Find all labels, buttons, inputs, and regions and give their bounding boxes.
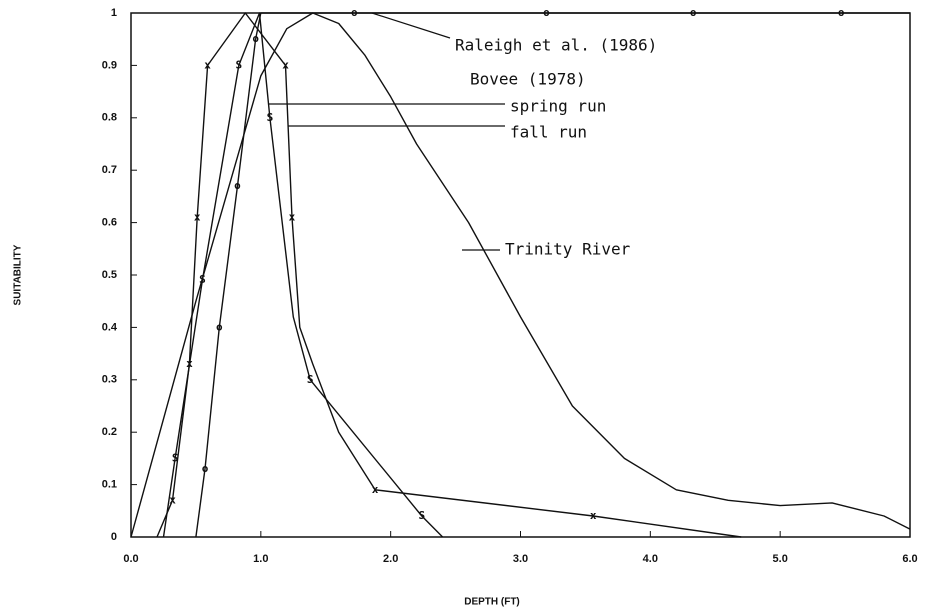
series-line: [156, 12, 742, 538]
point-marker: x: [169, 493, 176, 506]
point-marker: x: [194, 210, 201, 223]
annotation: spring run: [510, 97, 606, 116]
x-tick-label: 2.0: [383, 553, 398, 565]
leader-line: [371, 12, 451, 39]
point-marker: x: [204, 58, 211, 71]
annotation-bg: [453, 36, 661, 56]
x-tick-label: 4.0: [643, 553, 658, 565]
x-tick-label: 0.0: [123, 553, 138, 565]
x-tick-label: 6.0: [902, 553, 917, 565]
point-marker: S: [419, 509, 426, 522]
point-marker: o: [838, 6, 845, 19]
y-tick-label: 0.5: [102, 269, 117, 281]
series-line: [130, 12, 911, 538]
x-tick-label: 3.0: [513, 553, 528, 565]
point-marker: o: [202, 462, 209, 475]
y-tick-label: 0.1: [102, 479, 117, 491]
y-tick-label: 0.4: [102, 321, 118, 333]
plot-frame: [130, 12, 911, 538]
annotation: Raleigh et al. (1986): [455, 36, 657, 55]
x-tick-label: 1.0: [253, 553, 268, 565]
x-axis-label: DEPTH (FT): [464, 597, 520, 608]
annotation: fall run: [510, 123, 587, 142]
point-marker: o: [234, 179, 241, 192]
annotation-bg: [508, 123, 590, 143]
annotation: Bovee (1978): [470, 70, 586, 89]
point-marker: x: [289, 210, 296, 223]
annotation-bg: [468, 70, 589, 90]
point-marker: S: [307, 373, 314, 386]
y-tick-label: 0.2: [102, 426, 117, 438]
annotation-bg: [503, 240, 634, 260]
point-marker: S: [172, 451, 179, 464]
point-marker: o: [690, 6, 697, 19]
y-tick-label: 0.7: [102, 164, 117, 176]
y-axis-label: SUITABILITY: [13, 244, 24, 305]
point-marker: o: [351, 6, 358, 19]
y-tick-label: 0.3: [102, 374, 117, 386]
y-tick-label: 0.8: [102, 112, 117, 124]
point-marker: o: [252, 32, 259, 45]
point-marker: o: [216, 320, 223, 333]
series-line: [195, 12, 910, 538]
y-tick-label: 0.9: [102, 59, 117, 71]
point-marker: o: [543, 6, 550, 19]
annotation-bg: [508, 97, 609, 117]
annotation: Trinity River: [505, 240, 631, 259]
x-tick-label: 5.0: [773, 553, 788, 565]
y-tick-label: 1: [111, 7, 117, 19]
point-marker: S: [267, 111, 274, 124]
point-marker: x: [282, 58, 289, 71]
point-marker: x: [590, 509, 597, 522]
point-marker: S: [235, 58, 242, 71]
y-tick-label: 0: [111, 531, 117, 543]
y-tick-label: 0.6: [102, 217, 117, 229]
point-marker: x: [372, 483, 379, 496]
series-line: [162, 12, 444, 538]
